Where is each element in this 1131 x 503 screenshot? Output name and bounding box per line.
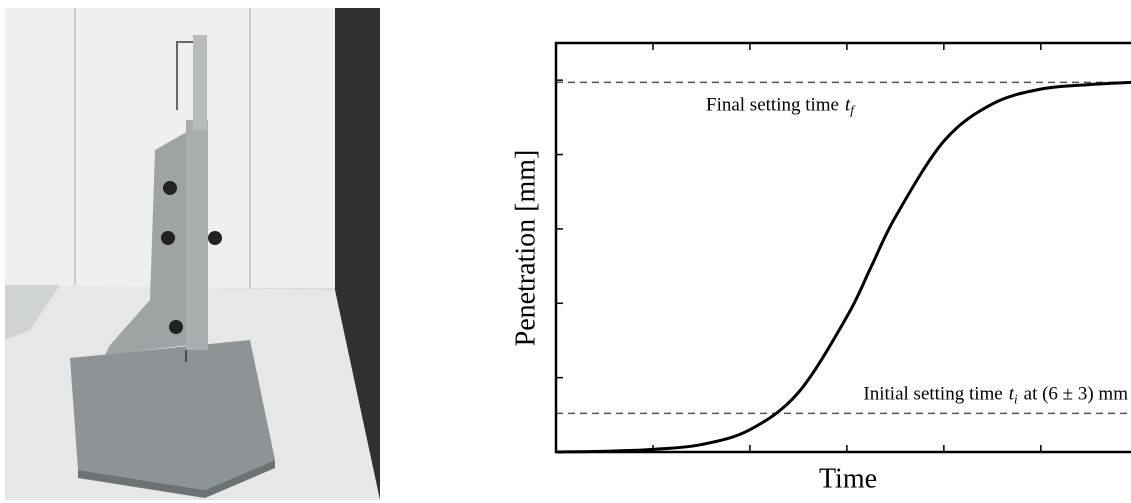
annotation-text: Initial setting time bbox=[863, 384, 1002, 405]
y-axis-label: Penetration [mm] bbox=[510, 150, 541, 347]
annotation-symbol: t bbox=[1009, 384, 1015, 405]
annotation-subscript: i bbox=[1014, 391, 1018, 406]
annotation-tail: at (6 ± 3) mm bbox=[1024, 384, 1129, 405]
plot: Penetration [mm] Time bbox=[510, 150, 877, 495]
x-axis-label: Time bbox=[819, 463, 877, 494]
annotation-subscript: f bbox=[850, 102, 856, 117]
axes-frame bbox=[554, 41, 1131, 454]
annotation: Final setting time tf bbox=[706, 95, 856, 118]
annotation-symbol: t bbox=[845, 95, 851, 116]
photo bbox=[5, 8, 380, 500]
annotation: Initial setting time ti at (6 ± 3) mm bbox=[863, 384, 1128, 407]
curve bbox=[555, 80, 1131, 454]
annotation-text: Final setting time bbox=[706, 95, 839, 116]
